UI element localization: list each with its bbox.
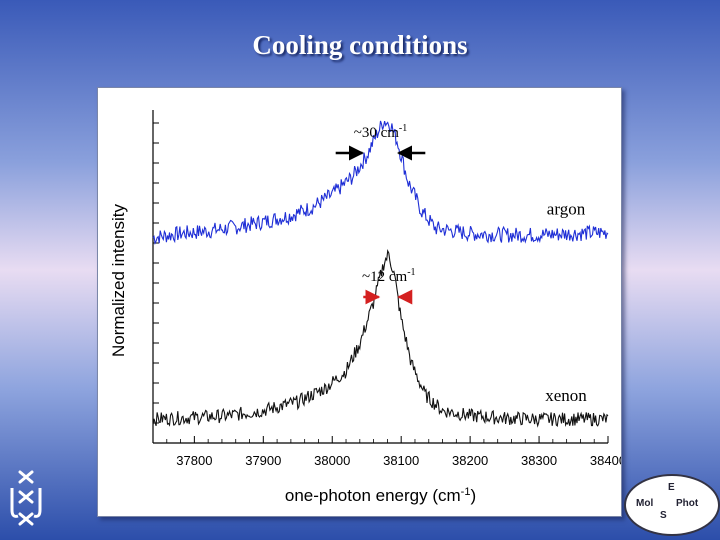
spectrum-chart: 37800 37900 38000 38100 38200 38300 38400 one-p… xyxy=(109,110,621,505)
slide-title: Cooling conditions xyxy=(252,30,468,60)
x-tick-label: 37900 xyxy=(245,453,281,468)
molphot-logo: E Mol Phot S xyxy=(624,474,720,536)
logo-word-left: Mol xyxy=(636,498,654,509)
chart-panel: 37800 37900 38000 38100 38200 38300 38400 one-p… xyxy=(97,87,622,517)
y-axis-title: Normalized intensity xyxy=(109,203,128,357)
series-label-argon: argon xyxy=(547,199,586,218)
annotation-layer: ~30 cm-1 ~12 cm-1 xyxy=(335,123,426,305)
series-line-xenon xyxy=(152,249,609,428)
fwhm-label: ~30 cm-1 xyxy=(354,123,408,141)
x-tick-label: 38400 xyxy=(590,453,621,468)
x-axis-title: one-photon energy (cm-1) xyxy=(285,486,476,505)
x-tick-label: 37800 xyxy=(176,453,212,468)
logo-letter-bottom: S xyxy=(660,510,667,521)
logo-letter-top: E xyxy=(668,482,675,493)
x-tick-label: 38300 xyxy=(521,453,557,468)
x-tick-label: 38100 xyxy=(383,453,419,468)
series-label-xenon: xenon xyxy=(545,386,587,405)
logo-word-right: Phot xyxy=(676,498,699,509)
series-line-argon xyxy=(152,120,609,246)
x-tick-label: 38200 xyxy=(452,453,488,468)
fwhm-label: ~12 cm-1 xyxy=(362,267,416,285)
chart-axes: 37800 37900 38000 38100 38200 38300 38400 one-p… xyxy=(109,110,621,505)
series-layer: argon xenon xyxy=(152,120,609,428)
x-tick-label: 38000 xyxy=(314,453,350,468)
university-logo-icon xyxy=(8,466,46,534)
